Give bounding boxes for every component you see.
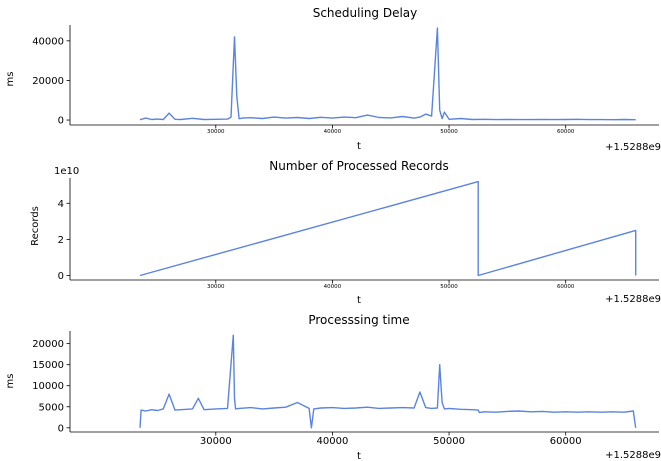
y-tick-label: 0 [58,116,64,127]
y-scale-label: 1e10 [54,166,79,177]
chart-title: Processsing time [308,313,409,327]
y-axis-label: Records [30,206,41,246]
x-tick-label: 60000 [557,129,575,135]
chart-scheduling-delay: Scheduling Delay ms t +1.5288e9 0 20000 40… [5,6,661,153]
y-tick-label: 20000 [32,76,64,87]
y-tick-label: 0 [58,271,64,282]
x-tick-label: 50000 [440,129,458,135]
series-line [139,27,636,121]
chart-title: Scheduling Delay [313,6,418,20]
y-axis-label: ms [5,72,16,87]
x-tick-label: 40000 [324,129,342,135]
x-offset-label: +1.5288e9 [605,142,661,153]
x-axis-label: t [357,141,361,152]
x-tick-label: 50000 [433,436,465,447]
x-tick-label: 60000 [550,436,582,447]
x-tick-label: 60000 [557,284,575,290]
chart-title: Number of Processed Records [269,159,448,173]
y-tick-label: 10000 [32,381,64,392]
x-tick-label: 30000 [207,284,225,290]
x-tick-label: 30000 [200,436,232,447]
y-tick-label: 2 [58,235,64,246]
x-tick-label: 50000 [440,284,458,290]
x-axis-label: t [357,451,361,461]
y-tick-label: 15000 [32,360,64,371]
x-offset-label: +1.5288e9 [605,450,661,461]
x-tick-label: 40000 [317,436,349,447]
y-tick-label: 5000 [39,402,64,413]
series-line [139,180,637,277]
y-axis-label: ms [5,374,16,389]
x-tick-label: 40000 [324,284,342,290]
chart-processed-records: Number of Processed Records Records 1e10… [30,159,661,306]
chart-processing-time: Processsing time ms t +1.5288e9 0 5000 100… [5,313,661,461]
x-axis-label: t [357,295,361,306]
y-tick-label: 0 [58,423,64,434]
series-line [139,334,637,429]
y-tick-label: 20000 [32,339,64,350]
x-offset-label: +1.5288e9 [605,294,661,305]
y-tick-label: 4 [58,199,64,210]
y-tick-label: 40000 [32,36,64,47]
x-tick-label: 30000 [207,129,225,135]
